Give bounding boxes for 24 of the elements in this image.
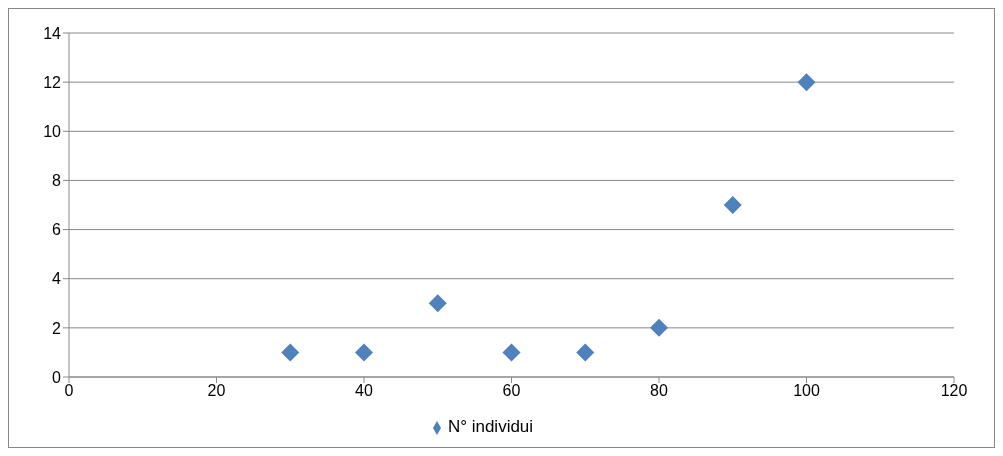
x-tick-label: 0 — [64, 382, 74, 400]
x-tick-label: 100 — [793, 382, 820, 400]
y-tick-label: 0 — [52, 368, 62, 386]
point — [502, 343, 521, 362]
x-tick-label: 80 — [650, 382, 668, 400]
x-tick-label: 120 — [940, 382, 968, 400]
point — [355, 343, 373, 362]
legend-label: N° individui — [447, 417, 534, 436]
x-tick-label: 60 — [502, 382, 521, 400]
y-tick-label: 6 — [52, 221, 62, 239]
point — [428, 294, 447, 313]
y-tick-label: 12 — [43, 73, 62, 91]
point — [576, 343, 595, 362]
y-tick-label: 14 — [43, 24, 62, 42]
y-tick-label: 8 — [52, 172, 62, 190]
point — [723, 196, 742, 214]
x-tick-label: 40 — [355, 382, 373, 400]
y-tick-label: 2 — [52, 319, 62, 337]
y-tick-label: 4 — [52, 270, 62, 288]
x-tick-label: 20 — [207, 382, 226, 400]
point — [650, 318, 668, 337]
point — [797, 73, 816, 92]
point — [281, 343, 300, 362]
y-tick-label: 10 — [43, 122, 62, 140]
